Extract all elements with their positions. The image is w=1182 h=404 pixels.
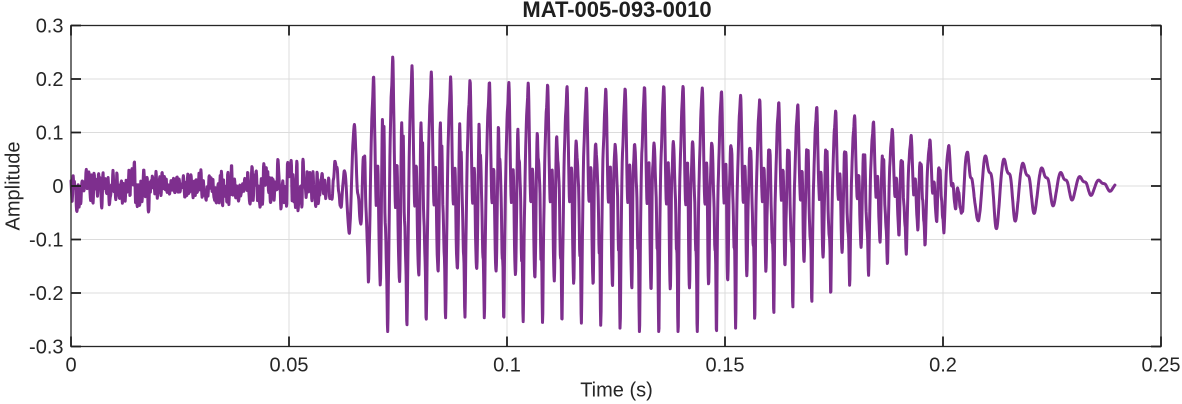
svg-text:0.2: 0.2 xyxy=(36,69,64,91)
svg-text:0.1: 0.1 xyxy=(493,355,521,377)
svg-text:-0.1: -0.1 xyxy=(29,230,63,252)
svg-text:MAT-005-093-0010: MAT-005-093-0010 xyxy=(522,0,711,22)
svg-text:0.15: 0.15 xyxy=(706,355,745,377)
svg-text:-0.2: -0.2 xyxy=(29,283,63,305)
svg-text:0.05: 0.05 xyxy=(270,355,309,377)
svg-text:0: 0 xyxy=(52,176,63,198)
svg-text:0.1: 0.1 xyxy=(36,123,64,145)
svg-text:Amplitude: Amplitude xyxy=(3,142,25,231)
svg-text:0: 0 xyxy=(65,355,76,377)
svg-text:0.25: 0.25 xyxy=(1142,355,1181,377)
svg-text:-0.3: -0.3 xyxy=(29,337,63,359)
svg-text:Time (s): Time (s) xyxy=(580,380,653,402)
svg-text:0.3: 0.3 xyxy=(36,16,64,38)
svg-text:0.2: 0.2 xyxy=(929,355,957,377)
